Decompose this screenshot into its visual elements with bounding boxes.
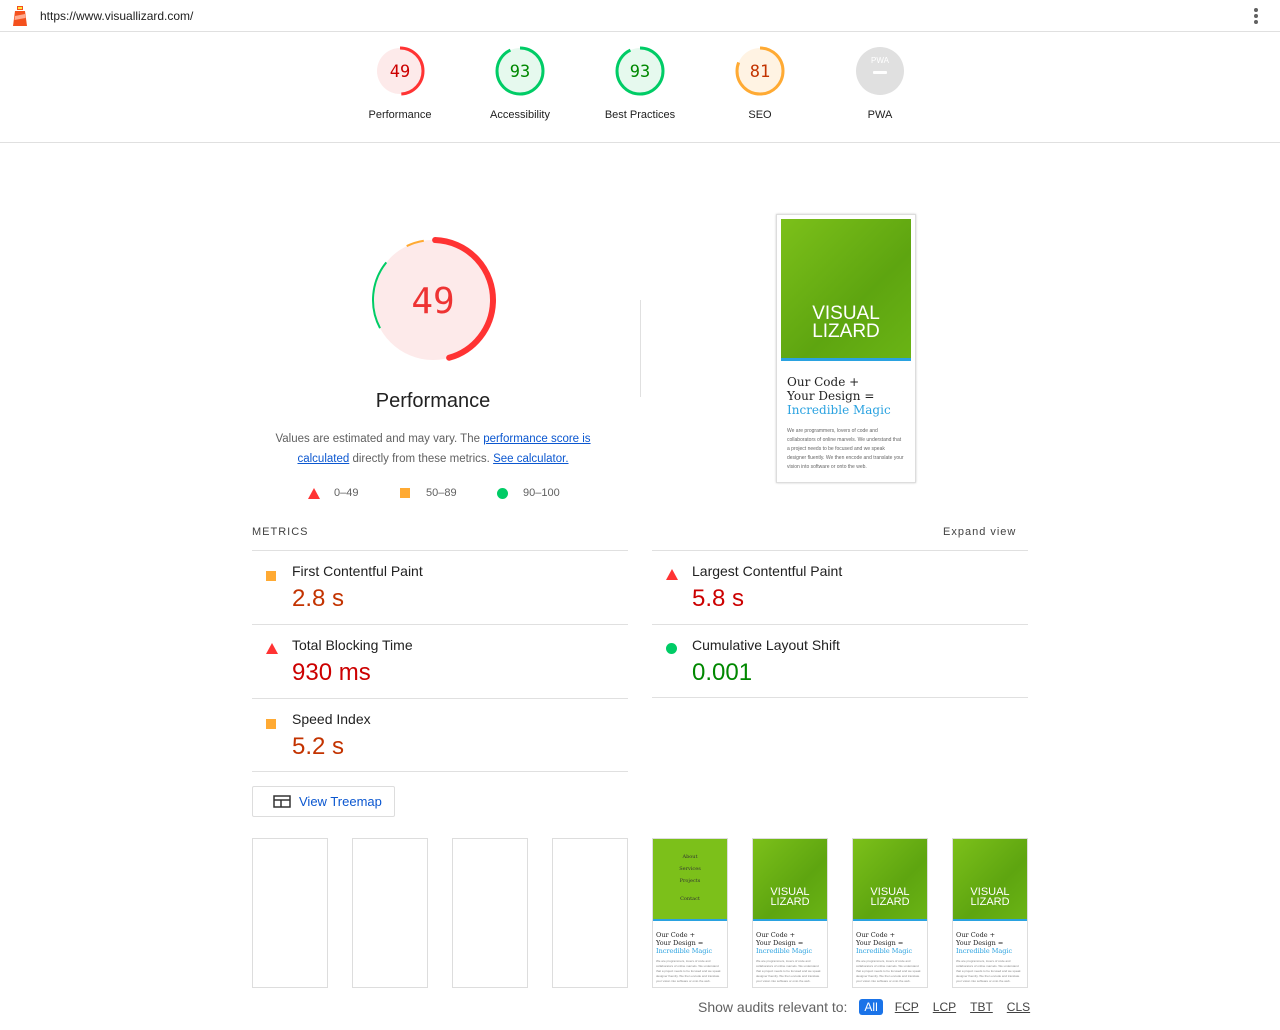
expand-view-toggle[interactable]: Expand view bbox=[943, 526, 1017, 538]
gauge-label: SEO bbox=[748, 109, 772, 121]
pwa-icon: PWA bbox=[856, 47, 904, 95]
metrics-heading: METRICS bbox=[252, 526, 309, 538]
score-legend: 0–49 50–89 90–100 bbox=[308, 487, 560, 499]
filmstrip-frame bbox=[252, 838, 328, 988]
filter-fcp[interactable]: FCP bbox=[894, 1000, 919, 1014]
filter-tbt[interactable]: TBT bbox=[970, 1000, 993, 1014]
fail-triangle-icon bbox=[308, 487, 320, 499]
performance-gauge: 49 bbox=[370, 237, 496, 363]
lighthouse-icon bbox=[13, 6, 27, 26]
filmstrip-frame bbox=[452, 838, 528, 988]
metric-tbt: Total Blocking Time 930 ms bbox=[252, 624, 628, 698]
gauge-label: Performance bbox=[368, 109, 432, 121]
svg-text:PWA: PWA bbox=[871, 56, 890, 65]
performance-score-link[interactable]: performance score is calculated bbox=[297, 433, 591, 465]
fail-triangle-icon bbox=[666, 569, 678, 580]
final-screenshot: VISUAL LIZARD Our Code + Your Design = Inc… bbox=[776, 214, 916, 483]
metric-lcp: Largest Contentful Paint 5.8 s bbox=[652, 550, 1028, 624]
page-url: https://www.visuallizard.com/ bbox=[40, 9, 194, 23]
filmstrip-frame: VISUAL LIZARD Our Code + Your Design = Inc… bbox=[952, 838, 1028, 988]
gauge-label: Accessibility bbox=[490, 109, 550, 121]
performance-summary: 49 Performance Values are estimated and … bbox=[253, 235, 613, 469]
gauge-performance[interactable]: 49 Performance bbox=[345, 46, 455, 121]
kebab-menu-icon[interactable] bbox=[1252, 7, 1260, 25]
filter-all[interactable]: All bbox=[859, 999, 883, 1015]
filter-lcp[interactable]: LCP bbox=[932, 1000, 957, 1014]
average-square-icon bbox=[266, 571, 276, 581]
gauge-best-practices[interactable]: 93 Best Practices bbox=[585, 46, 695, 121]
filter-label: Show audits relevant to: bbox=[698, 999, 848, 1015]
gauge-label: PWA bbox=[867, 109, 893, 121]
filmstrip-frame bbox=[352, 838, 428, 988]
gauge-accessibility[interactable]: 93 Accessibility bbox=[465, 46, 575, 121]
filmstrip-frame: About Services Projects Contact Our Code + Y… bbox=[652, 838, 728, 988]
gauge-label: Best Practices bbox=[604, 109, 676, 121]
performance-title: Performance bbox=[375, 390, 491, 412]
average-square-icon bbox=[266, 719, 276, 729]
gauge-pwa[interactable]: PWA PWA bbox=[825, 46, 935, 121]
metric-speed-index: Speed Index 5.2 s bbox=[252, 698, 628, 772]
gauge-score: 93 bbox=[510, 62, 530, 82]
performance-description: Values are estimated and may vary. The p… bbox=[275, 433, 591, 465]
see-calculator-link[interactable]: See calculator. bbox=[493, 453, 569, 465]
pass-circle-icon bbox=[497, 487, 508, 499]
treemap-icon bbox=[273, 795, 291, 808]
metric-fcp: First Contentful Paint 2.8 s bbox=[252, 550, 628, 624]
average-square-icon bbox=[400, 488, 410, 498]
pass-circle-icon bbox=[666, 643, 677, 654]
filmstrip-frame: VISUAL LIZARD Our Code + Your Design = Inc… bbox=[752, 838, 828, 988]
metric-cls: Cumulative Layout Shift 0.001 bbox=[652, 624, 1028, 698]
gauge-score: 49 bbox=[390, 62, 410, 82]
screenshot-brand: VISUAL LIZARD bbox=[812, 303, 880, 342]
fail-triangle-icon bbox=[266, 643, 278, 654]
audit-filter: Show audits relevant to: All FCP LCP TBT… bbox=[698, 999, 1032, 1015]
gauge-seo[interactable]: 81 SEO bbox=[705, 46, 815, 121]
performance-score: 49 bbox=[411, 281, 454, 322]
filmstrip-frame bbox=[552, 838, 628, 988]
filmstrip-frame: VISUAL LIZARD Our Code + Your Design = Inc… bbox=[852, 838, 928, 988]
gauge-score: 93 bbox=[630, 62, 650, 82]
view-treemap-button[interactable]: View Treemap bbox=[252, 786, 395, 817]
gauge-score: 81 bbox=[750, 62, 770, 82]
divider bbox=[640, 300, 641, 397]
score-gauges: 49 Performance 93 Accessibility 93 Best … bbox=[0, 32, 1280, 143]
top-bar: https://www.visuallizard.com/ bbox=[0, 0, 1280, 32]
filter-cls[interactable]: CLS bbox=[1006, 1000, 1031, 1014]
